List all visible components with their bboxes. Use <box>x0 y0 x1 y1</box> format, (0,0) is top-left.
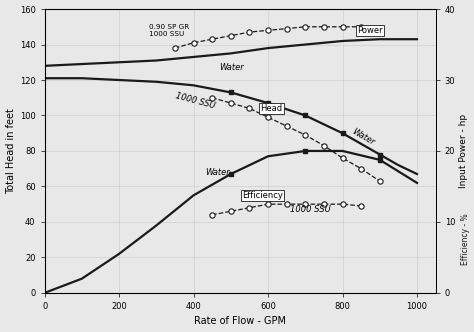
Text: Power: Power <box>357 26 383 35</box>
Text: Water: Water <box>219 63 245 72</box>
Y-axis label: Total Head in feet: Total Head in feet <box>6 108 16 194</box>
Text: Water: Water <box>205 168 229 177</box>
Text: 1000 SSU: 1000 SSU <box>175 92 217 111</box>
Text: Head: Head <box>261 104 283 113</box>
Text: 1000 SSU: 1000 SSU <box>291 205 331 214</box>
X-axis label: Rate of Flow - GPM: Rate of Flow - GPM <box>194 316 286 326</box>
Text: Efficiency: Efficiency <box>242 191 283 200</box>
Y-axis label: Input Power - hp: Input Power - hp <box>459 114 468 188</box>
Text: Efficiency - %: Efficiency - % <box>461 213 470 265</box>
Text: 0.90 SP GR
1000 SSU: 0.90 SP GR 1000 SSU <box>149 24 189 37</box>
Text: Water: Water <box>350 127 376 147</box>
